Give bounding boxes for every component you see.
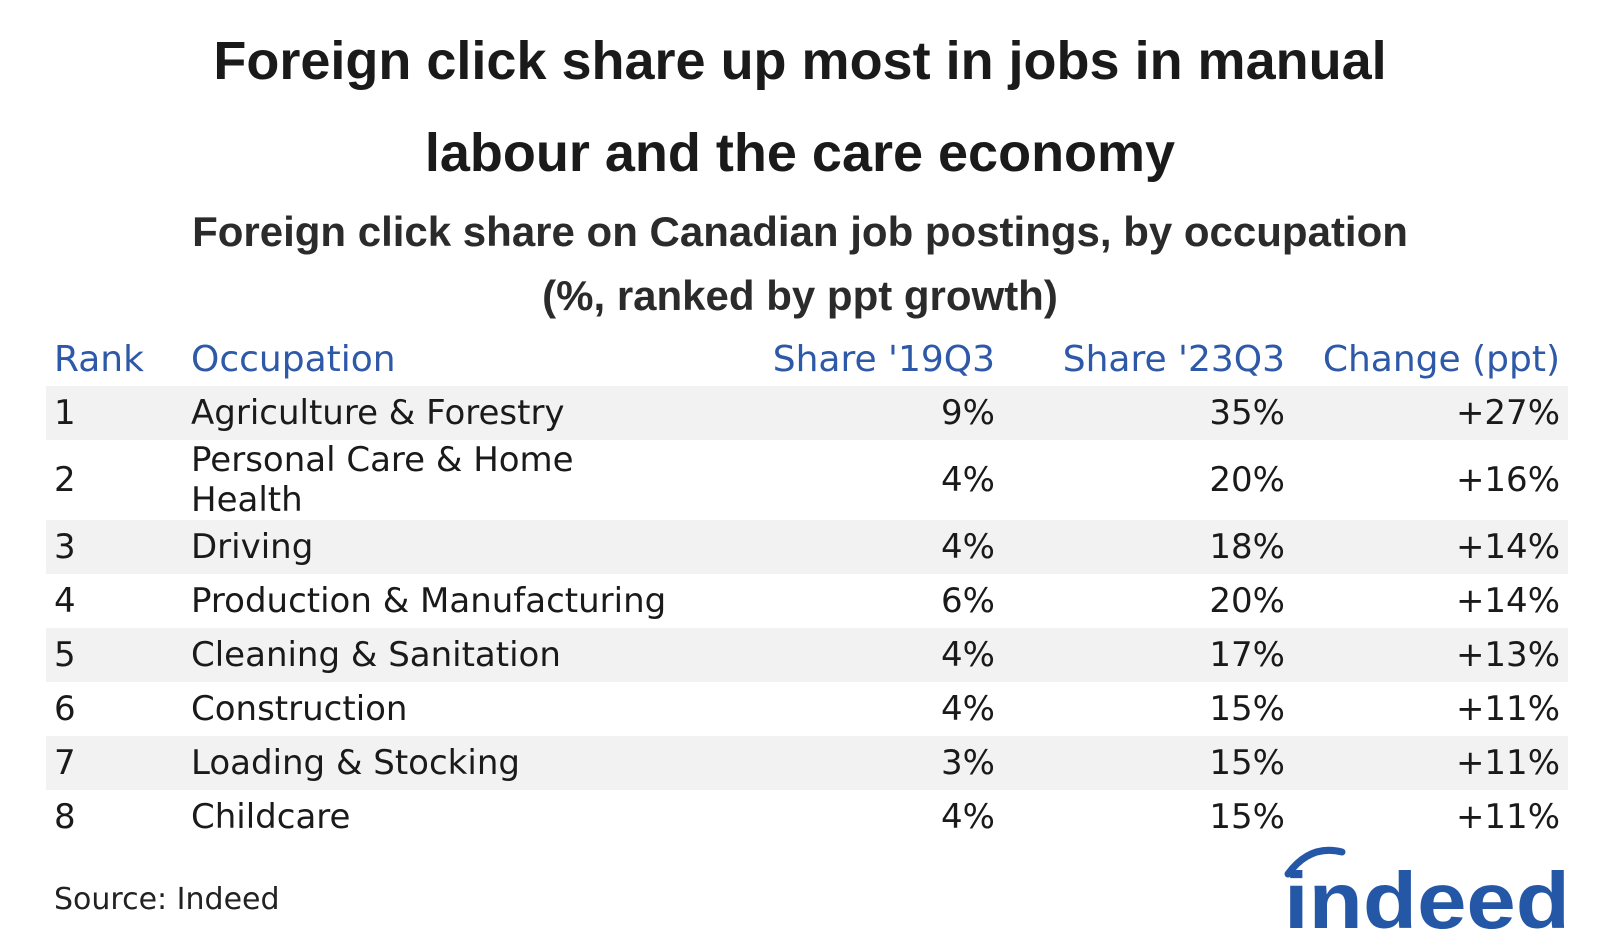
column-header: Share '23Q3 xyxy=(1062,338,1285,380)
table-cell: 9% xyxy=(703,386,1003,440)
table-cell: 17% xyxy=(1003,628,1293,682)
table-row: 8 Childcare 4% 15% +11% xyxy=(46,790,1568,844)
table-row: 2 Personal Care & Home Health 4% 20% +16% xyxy=(46,440,1568,520)
table-cell: 4% xyxy=(703,520,1003,574)
subtitle-line: Foreign click share on Canadian job post… xyxy=(192,208,1408,255)
source: Source: Indeed xyxy=(54,882,280,917)
table-cell: 6 xyxy=(54,689,76,729)
table-cell: 4% xyxy=(941,689,995,729)
table-cell: 15% xyxy=(1209,689,1285,729)
data-table: Rank Occupation Share '19Q3 Share '23Q3 Chan… xyxy=(46,332,1568,844)
table-cell: 4% xyxy=(703,628,1003,682)
table-row: 6 Construction 4% 15% +11% xyxy=(46,682,1568,736)
subtitle-line: (%, ranked by ppt growth) xyxy=(542,272,1058,319)
header-row: Rank Occupation Share '19Q3 Share '23Q3 Chan… xyxy=(46,332,1568,386)
logo: indeed xyxy=(1284,846,1570,940)
table-cell: +27% xyxy=(1293,386,1568,440)
table-cell: +13% xyxy=(1293,628,1568,682)
table-cell: 3 xyxy=(46,520,183,574)
table-cell: Loading & Stocking xyxy=(183,736,703,790)
table-cell: 3% xyxy=(703,736,1003,790)
table-cell: 15% xyxy=(1209,797,1285,837)
table-cell: 4% xyxy=(941,460,995,500)
table-cell: Childcare xyxy=(191,797,351,837)
table-cell: 2 xyxy=(54,460,76,500)
table-cell: 8 xyxy=(54,797,76,837)
table-row: 4 Production & Manufacturing 6% 20% +14% xyxy=(46,574,1568,628)
table-cell: +14% xyxy=(1293,520,1568,574)
table-cell: +11% xyxy=(1455,689,1560,729)
column-header: Occupation xyxy=(191,338,396,380)
table-cell: 6% xyxy=(941,581,995,621)
table-cell: Driving xyxy=(183,520,703,574)
table-cell: 4% xyxy=(941,797,995,837)
table-row: 1 Agriculture & Forestry 9% 35% +27% xyxy=(46,386,1568,440)
logo-arc xyxy=(1284,846,1346,878)
table-row: 7 Loading & Stocking 3% 15% +11% xyxy=(46,736,1568,790)
table-cell: Personal Care & Home Health xyxy=(191,440,574,520)
table-cell: 5 xyxy=(46,628,183,682)
table-cell: 35% xyxy=(1003,386,1293,440)
table-row: 3 Driving 4% 18% +14% xyxy=(46,520,1568,574)
table-cell: Agriculture & Forestry xyxy=(183,386,703,440)
table-cell: 15% xyxy=(1003,736,1293,790)
table-row: 5 Cleaning & Sanitation 4% 17% +13% xyxy=(46,628,1568,682)
table-cell: Construction xyxy=(191,689,408,729)
title-line: labour and the care economy xyxy=(424,123,1176,183)
logo-text: indeed xyxy=(1284,856,1570,940)
table-cell: 1 xyxy=(46,386,183,440)
table-cell: +14% xyxy=(1455,581,1560,621)
table-cell: 4 xyxy=(54,581,76,621)
table-cell: +11% xyxy=(1455,797,1560,837)
column-header: Rank xyxy=(54,338,144,380)
table-cell: Production & Manufacturing xyxy=(191,581,667,621)
title-line: Foreign click share up most in jobs in m… xyxy=(213,31,1387,91)
column-header: Share '19Q3 xyxy=(772,338,995,380)
column-header: Change (ppt) xyxy=(1322,338,1560,380)
table-cell: Cleaning & Sanitation xyxy=(183,628,703,682)
table-cell: 20% xyxy=(1209,460,1285,500)
table-cell: +16% xyxy=(1455,460,1560,500)
table-cell: 20% xyxy=(1209,581,1285,621)
table-cell: 18% xyxy=(1003,520,1293,574)
table-cell: +11% xyxy=(1293,736,1568,790)
table-cell: 7 xyxy=(46,736,183,790)
